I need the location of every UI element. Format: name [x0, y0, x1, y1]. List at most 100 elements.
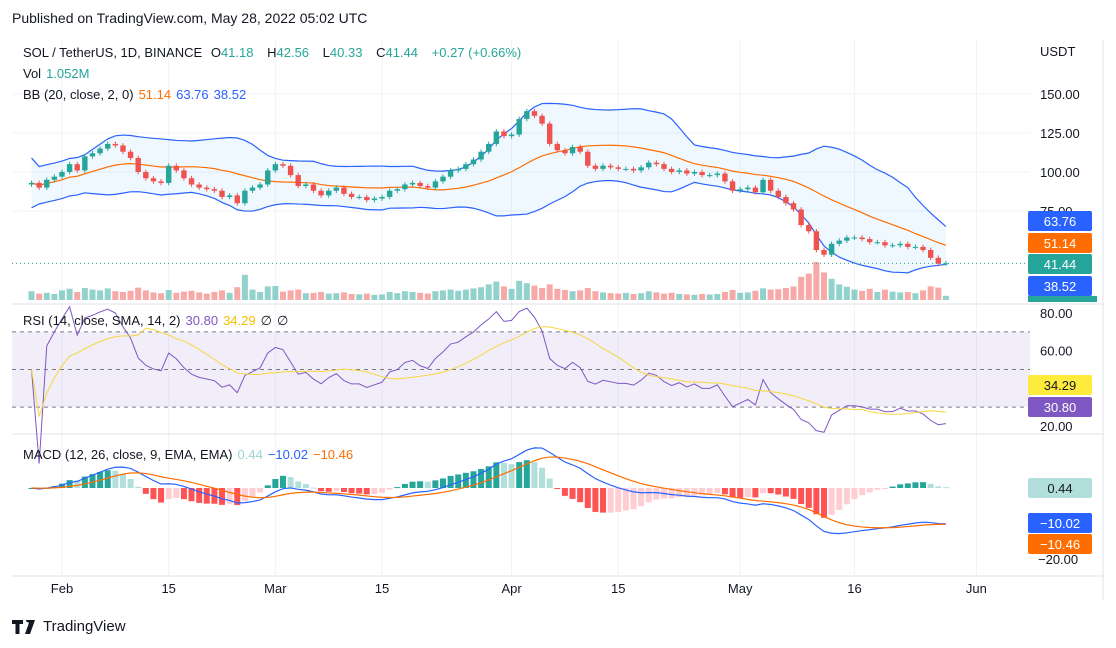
candle [89, 153, 96, 157]
macd-histogram-bar [257, 488, 264, 493]
volume-bar [318, 292, 325, 300]
volume-bar [721, 292, 728, 300]
volume-bar [668, 292, 675, 300]
rsi-ma-line [31, 326, 946, 417]
volume-bar [28, 291, 35, 300]
time-tick-label: 15 [375, 581, 389, 596]
candle [623, 168, 629, 170]
candle [478, 151, 484, 160]
candle [653, 162, 660, 165]
candle [196, 184, 202, 188]
candle [546, 123, 553, 144]
volume-bar [912, 293, 919, 300]
volume-bar [546, 284, 553, 300]
volume-bar [249, 289, 256, 300]
candle [722, 173, 728, 182]
macd-histogram-bar [706, 488, 713, 495]
macd-histogram-bar [409, 481, 416, 488]
candle [676, 170, 682, 172]
macd-histogram-bar [135, 486, 142, 488]
candle [897, 243, 903, 246]
candle [303, 184, 309, 187]
candle [66, 164, 73, 172]
macd-histogram-bar [478, 468, 485, 488]
macd-histogram-bar [836, 488, 843, 510]
macd-histogram-bar [440, 478, 446, 488]
candle [691, 172, 698, 174]
candle [356, 196, 362, 198]
volume-bar [470, 288, 477, 300]
volume-bar [859, 290, 866, 300]
volume-bar [104, 288, 111, 300]
candle [295, 175, 301, 187]
volume-bar [843, 286, 850, 300]
volume-bar [340, 292, 347, 300]
symbol-title[interactable]: SOL / TetherUS, 1D, BINANCE [23, 45, 203, 60]
candle [211, 189, 218, 191]
macd-histogram-bar [180, 488, 187, 500]
candle [752, 187, 759, 193]
tv-logo-icon [12, 619, 35, 634]
macd-histogram-bar [81, 476, 88, 488]
macd-histogram-bar [813, 488, 820, 515]
macd-histogram-bar [584, 488, 591, 508]
macd-histogram-bar [782, 488, 789, 497]
candle [386, 190, 393, 197]
macd-histogram-bar [859, 488, 866, 496]
volume-bar [904, 292, 911, 300]
macd-histogram-bar [379, 488, 386, 493]
macd-histogram-bar [721, 488, 728, 495]
price-tick-label: 125.00 [1040, 126, 1080, 141]
candle [470, 159, 477, 165]
volume-bar [569, 291, 576, 300]
macd-histogram-bar [66, 480, 73, 488]
price-tick-label: 150.00 [1040, 87, 1080, 102]
candle [539, 115, 545, 124]
volume-bar [196, 292, 203, 300]
macd-histogram-bar [363, 488, 370, 495]
rsi-tick-label: 20.00 [1040, 419, 1073, 434]
candle [927, 250, 934, 258]
candle [425, 186, 431, 188]
macd-histogram-bar [904, 483, 911, 488]
candle [74, 164, 80, 171]
volume-bar [81, 288, 88, 300]
candle [714, 173, 721, 176]
volume-bar [813, 262, 820, 300]
volume-bar [325, 293, 332, 300]
open-value: 41.18 [220, 45, 254, 60]
volume-bar [51, 294, 58, 300]
candle [371, 198, 378, 201]
macd-hist-price-label: 0.44 [1047, 481, 1072, 496]
candle [173, 165, 179, 171]
macd-histogram-bar [455, 474, 462, 488]
volume-bar [135, 287, 142, 300]
candle [165, 165, 172, 183]
candle [287, 165, 294, 176]
candle [592, 165, 599, 169]
candle [859, 237, 865, 240]
volume-bar [279, 291, 286, 300]
macd-histogram-bar [158, 488, 165, 503]
candle [486, 143, 492, 152]
candle [341, 187, 347, 194]
macd-histogram-bar [234, 488, 241, 506]
volume-bar [97, 290, 104, 300]
macd-histogram-bar [889, 486, 896, 488]
candle [760, 179, 766, 193]
macd-signal-price-label-box [1028, 534, 1092, 554]
macd-histogram-bar [462, 472, 469, 488]
candle [943, 263, 949, 265]
candle [82, 156, 88, 171]
tradingview-logo[interactable]: TradingView [12, 618, 126, 635]
volume-bar [363, 293, 370, 300]
candle [394, 189, 400, 191]
candle [569, 147, 576, 154]
volume-bar [683, 294, 690, 300]
time-tick-label: Jun [966, 581, 987, 596]
candle [874, 242, 881, 244]
macd-histogram-bar [561, 488, 568, 496]
macd-histogram-bar [424, 481, 431, 488]
candle [51, 176, 58, 180]
